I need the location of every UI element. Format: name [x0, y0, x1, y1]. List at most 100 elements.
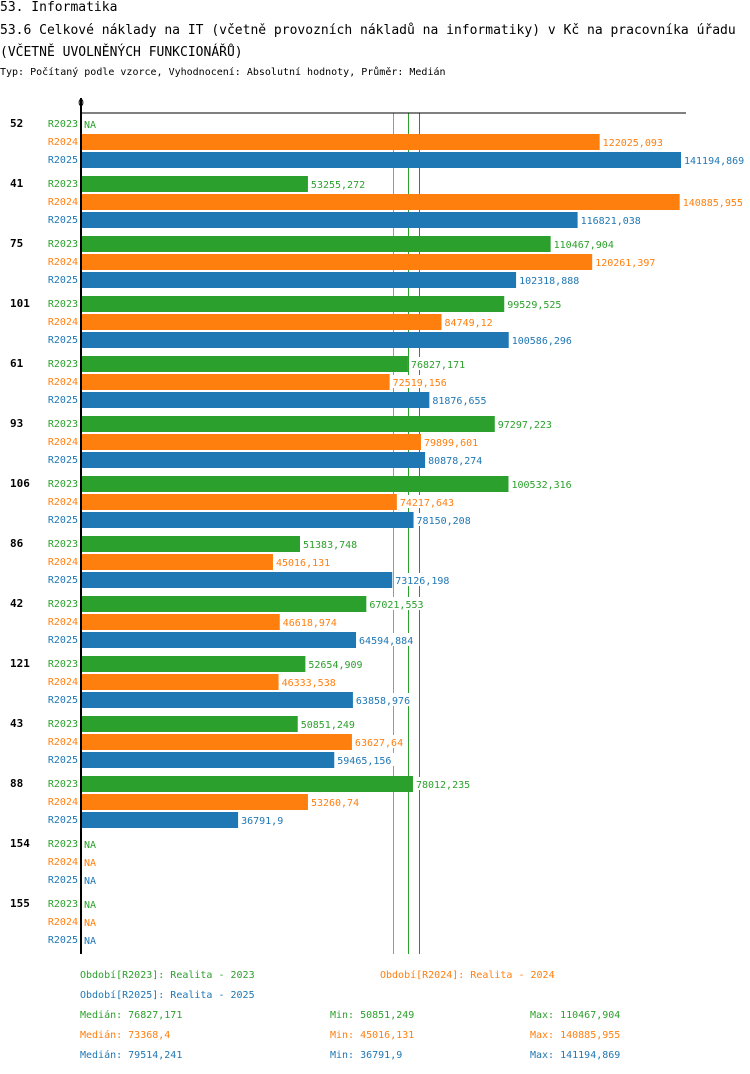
category-label: 43: [10, 717, 23, 730]
stat-max-r2023: Max: 110467,904: [530, 1010, 621, 1021]
bar-r2025: [82, 152, 681, 168]
bar-r2023: [82, 236, 551, 252]
bar-r2023: [82, 356, 408, 372]
legend-item-r2024: Období[R2024]: Realita - 2024: [380, 970, 555, 981]
category-label: 106: [10, 477, 30, 490]
series-label: R2023: [48, 179, 78, 190]
series-label: R2025: [48, 395, 78, 406]
value-label: 140885,955: [683, 198, 743, 209]
bar-r2023: [82, 476, 509, 492]
value-label: 102318,888: [519, 276, 579, 287]
value-label: 52654,909: [308, 660, 362, 671]
category-label: 121: [10, 657, 30, 670]
bar-r2023: [82, 536, 300, 552]
value-label: NA: [84, 840, 96, 851]
bar-r2025: [82, 452, 426, 468]
series-label: R2024: [48, 497, 78, 508]
median-lines: [393, 113, 420, 954]
stat-min-r2024: Min: 45016,131: [330, 1030, 415, 1041]
bar-r2024: [82, 194, 680, 210]
value-label: 36791,9: [241, 816, 283, 827]
value-label-background: [506, 297, 565, 310]
bar-r2024: [82, 554, 273, 570]
value-label: 80878,274: [428, 456, 482, 467]
value-label-background: [353, 735, 406, 748]
series-label: R2025: [48, 935, 78, 946]
bar-r2025: [82, 332, 509, 348]
series-label: R2023: [48, 719, 78, 730]
series-label: R2023: [48, 299, 78, 310]
value-label: 110467,904: [554, 240, 614, 251]
value-label-background: [683, 153, 747, 166]
value-label: 99529,525: [507, 300, 561, 311]
series-label: R2024: [48, 617, 78, 628]
category-label: 52: [10, 117, 23, 130]
bar-r2025: [82, 692, 353, 708]
series-label: R2024: [48, 677, 78, 688]
series-label: R2024: [48, 917, 78, 928]
labels-group: 52 R2023 NA R2024 122025,093 R2025 141194,869 4…: [10, 117, 747, 947]
value-label-background: [368, 597, 427, 610]
value-label-background: [398, 495, 457, 508]
category-label: 101: [10, 297, 30, 310]
value-label-background: [358, 633, 416, 646]
bars-group: [82, 134, 681, 828]
value-label: 53260,74: [311, 798, 359, 809]
series-label: R2023: [48, 839, 78, 850]
value-label-background: [443, 315, 496, 328]
value-label: 64594,884: [359, 636, 413, 647]
value-label-background: [409, 357, 468, 370]
value-label-background: [601, 135, 666, 148]
bar-r2024: [82, 434, 421, 450]
value-label-background: [307, 657, 366, 670]
bar-r2025: [82, 572, 393, 588]
series-label: R2024: [48, 557, 78, 568]
value-label: 97297,223: [498, 420, 552, 431]
value-label-background: [309, 177, 368, 190]
series-label: R2023: [48, 239, 78, 250]
value-label-background: [299, 717, 358, 730]
category-label: 61: [10, 357, 24, 370]
bar-r2025: [82, 512, 414, 528]
value-label: 59465,156: [337, 756, 391, 767]
value-label: NA: [84, 858, 96, 869]
category-label: 86: [10, 537, 24, 550]
bar-r2024: [82, 674, 279, 690]
value-label: 100532,316: [511, 480, 571, 491]
value-label: 84749,12: [445, 318, 493, 329]
bar-r2025: [82, 812, 239, 828]
value-label-background: [415, 513, 474, 526]
value-label: 122025,093: [603, 138, 663, 149]
series-label: R2025: [48, 335, 78, 346]
value-label: 141194,869: [684, 156, 744, 167]
bar-r2023: [82, 776, 413, 792]
stat-max-r2025: Max: 141194,869: [530, 1050, 621, 1061]
series-label: R2023: [48, 119, 78, 130]
value-label: 100586,296: [512, 336, 572, 347]
value-label: 46618,974: [283, 618, 337, 629]
bar-r2025: [82, 272, 517, 288]
bar-r2025: [82, 392, 430, 408]
category-label: 154: [10, 837, 30, 850]
value-label-background: [281, 615, 340, 628]
value-label: 76827,171: [411, 360, 465, 371]
bar-r2024: [82, 374, 390, 390]
series-label: R2025: [48, 215, 78, 226]
value-label: NA: [84, 120, 96, 131]
stat-min-r2023: Min: 50851,249: [330, 1010, 415, 1021]
series-label: R2025: [48, 635, 78, 646]
value-label-background: [280, 675, 339, 688]
series-label: R2023: [48, 659, 78, 670]
value-label-background: [301, 537, 360, 550]
category-label: 155: [10, 897, 30, 910]
value-label-background: [510, 477, 575, 490]
value-label-background: [579, 213, 644, 226]
bar-r2024: [82, 734, 352, 750]
value-label: NA: [84, 918, 96, 929]
value-label-background: [510, 333, 575, 346]
series-label: R2025: [48, 755, 78, 766]
series-label: R2025: [48, 275, 78, 286]
series-label: R2024: [48, 797, 78, 808]
value-label: 51383,748: [303, 540, 357, 551]
